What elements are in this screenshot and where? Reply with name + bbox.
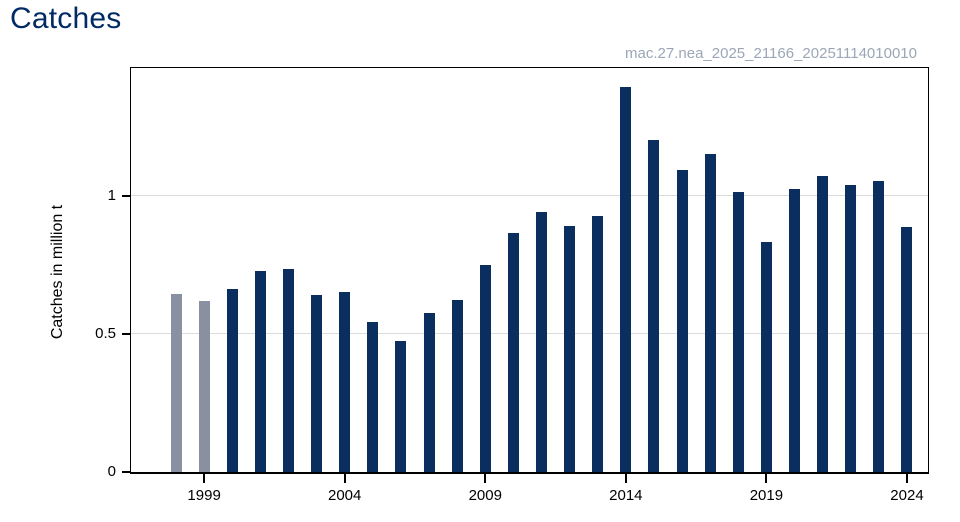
x-tick-label-2014: 2014 xyxy=(609,487,643,504)
y-tick-1 xyxy=(122,194,130,197)
plot-area xyxy=(130,67,929,474)
bar-2016 xyxy=(676,170,688,472)
bar-2021 xyxy=(817,176,829,472)
gridline-y-1 xyxy=(131,194,928,196)
x-tick-1999 xyxy=(203,474,206,483)
bar-2000 xyxy=(226,289,238,472)
bar-2009 xyxy=(479,265,491,472)
y-tick-label-1: 1 xyxy=(107,186,116,204)
y-axis-title: Catches in million t xyxy=(49,204,66,340)
bar-2018 xyxy=(732,191,744,472)
bar-2004 xyxy=(339,292,351,472)
bar-2001 xyxy=(254,271,266,472)
x-tick-label-2004: 2004 xyxy=(328,487,362,504)
x-tick-2004 xyxy=(343,474,346,483)
bar-2006 xyxy=(395,341,407,472)
x-tick-2024 xyxy=(905,474,908,483)
bar-1999 xyxy=(198,301,210,472)
x-tick-2009 xyxy=(484,474,487,483)
y-tick-0 xyxy=(122,471,130,473)
gridline-y-0.5 xyxy=(131,332,928,334)
bar-2023 xyxy=(873,181,885,472)
x-tick-2019 xyxy=(765,474,768,483)
chart-title: Catches xyxy=(10,2,122,35)
chart-watermark: mac.27.nea_2025_21166_20251114010010 xyxy=(625,45,917,62)
bar-2005 xyxy=(367,321,379,472)
bar-2017 xyxy=(704,153,716,472)
x-tick-label-1999: 1999 xyxy=(187,487,221,504)
x-tick-label-2009: 2009 xyxy=(468,487,502,504)
y-tick-label-0: 0 xyxy=(107,463,116,480)
y-tick-label-0.5: 0.5 xyxy=(95,324,116,342)
x-tick-label-2019: 2019 xyxy=(749,487,784,504)
bar-2019 xyxy=(760,242,772,472)
bar-2015 xyxy=(648,140,660,472)
bar-2013 xyxy=(592,215,604,472)
bar-2011 xyxy=(535,212,547,472)
bar-2022 xyxy=(845,185,857,472)
bar-2008 xyxy=(451,299,463,472)
x-tick-label-2024: 2024 xyxy=(890,487,924,504)
y-tick-0.5 xyxy=(122,332,130,335)
bar-2024 xyxy=(901,226,913,472)
bar-2007 xyxy=(423,312,435,472)
bar-2010 xyxy=(507,232,519,472)
bar-2002 xyxy=(282,268,294,472)
bar-2014 xyxy=(620,86,632,472)
bar-2020 xyxy=(789,189,801,472)
bar-1998 xyxy=(170,294,182,472)
x-tick-2014 xyxy=(624,474,627,483)
bar-2003 xyxy=(311,295,323,472)
bar-2012 xyxy=(564,226,576,472)
